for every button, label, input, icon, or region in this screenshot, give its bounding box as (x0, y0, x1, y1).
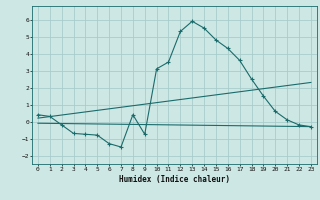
X-axis label: Humidex (Indice chaleur): Humidex (Indice chaleur) (119, 175, 230, 184)
